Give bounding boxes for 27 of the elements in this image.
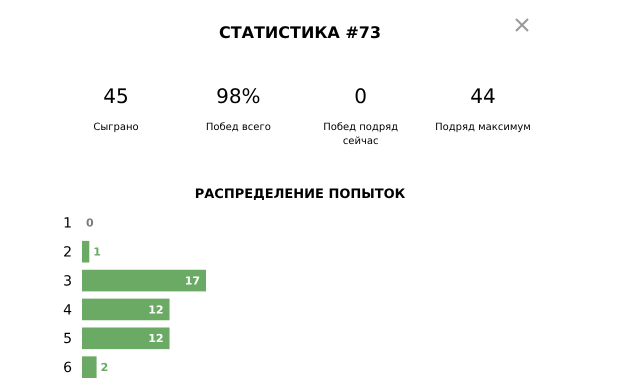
text: СТАТИСТИКА #73 bbox=[218, 23, 382, 42]
bar bbox=[82, 240, 90, 263]
data-label: 12 bbox=[148, 332, 164, 346]
y-tick-label: 6 bbox=[63, 360, 72, 376]
category-label: Сыграно bbox=[93, 122, 139, 133]
category-label: Побед подряд сейчас bbox=[323, 122, 398, 147]
y-tick-label: 1 bbox=[63, 216, 72, 232]
data-label: 1 bbox=[93, 246, 101, 259]
bar bbox=[82, 298, 170, 320]
bar bbox=[82, 356, 97, 378]
text: 44 bbox=[470, 84, 496, 108]
y-tick-label: 5 bbox=[63, 331, 72, 348]
data-label: 12 bbox=[148, 303, 164, 316]
text: 98% bbox=[216, 84, 261, 108]
y-tick-label: 3 bbox=[63, 273, 72, 290]
bar bbox=[82, 327, 170, 350]
text: 45 bbox=[103, 84, 129, 108]
category-label: Подряд максимум bbox=[435, 122, 531, 133]
bar bbox=[82, 270, 206, 292]
text: РАСПРЕДЕЛЕНИЕ ПОПЫТОК bbox=[194, 187, 406, 202]
y-tick-label: 2 bbox=[63, 244, 72, 261]
text: 0 bbox=[354, 84, 368, 108]
data-label: 0 bbox=[86, 216, 94, 230]
data-label: 2 bbox=[100, 361, 108, 374]
category-label: Побед всего bbox=[206, 122, 271, 133]
y-tick-label: 4 bbox=[63, 302, 72, 318]
data-label: 17 bbox=[184, 274, 200, 288]
